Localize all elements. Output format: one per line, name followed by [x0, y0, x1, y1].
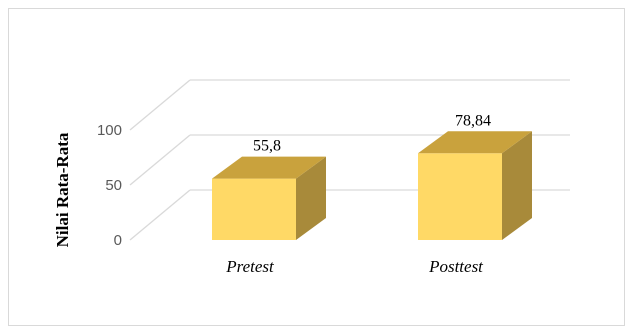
y-axis-label: Nilai Rata-Rata [53, 132, 72, 247]
y-tick-label-2: 100 [97, 122, 122, 139]
bar-top-1 [418, 131, 532, 154]
data-label-0: 55,8 [253, 138, 281, 155]
bar-1 [418, 131, 532, 240]
bar-front-0 [212, 178, 296, 240]
bar-0 [212, 156, 326, 240]
bar-front-1 [418, 153, 502, 240]
bar-side-0 [296, 156, 326, 240]
bar-side-1 [502, 131, 532, 240]
gridline-diagonal-2 [129, 79, 191, 131]
category-label-0: Pretest [225, 257, 275, 276]
y-tick-label-1: 50 [105, 177, 122, 194]
data-labels: 55,8 78,84 [253, 112, 491, 154]
bars [212, 131, 532, 240]
y-tick-label-0: 0 [114, 232, 122, 249]
category-labels: Pretest Posttest [225, 257, 484, 276]
bar-top-0 [212, 156, 326, 179]
y-tick-labels: 0 50 100 [97, 122, 122, 249]
gridline-diagonal-0 [129, 189, 191, 241]
data-label-1: 78,84 [455, 112, 491, 129]
gridline-diagonal-1 [129, 134, 191, 186]
category-label-1: Posttest [428, 257, 484, 276]
